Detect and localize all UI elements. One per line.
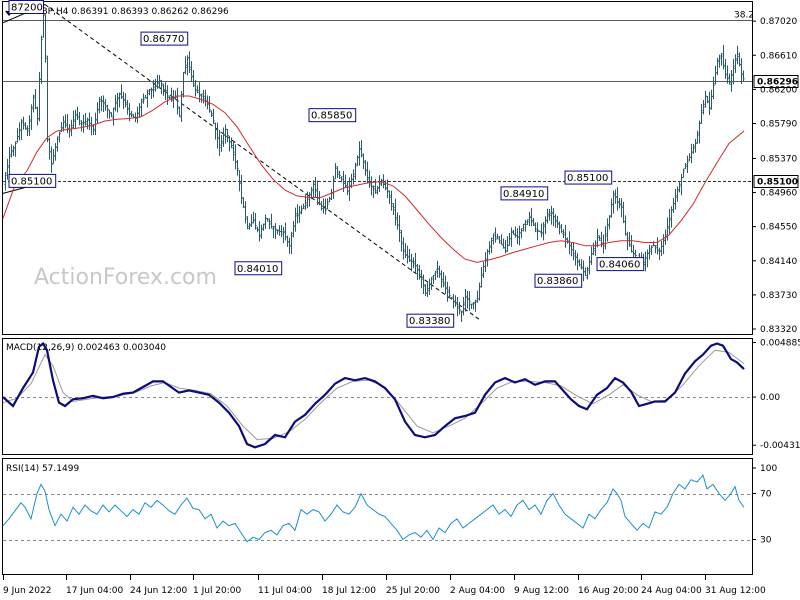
macd-panel-title: MACD(12,26,9) 0.002463 0.003040 — [6, 343, 166, 353]
price-annotation-label: 0.85100 — [11, 176, 52, 187]
moving-average-line — [2, 95, 745, 263]
x-tick-label: 1 Jul 20:00 — [193, 586, 242, 596]
price-level-badge — [753, 175, 799, 188]
price-annotation-label: 0.83860 — [537, 276, 578, 287]
macd-panel-frame — [2, 338, 753, 455]
x-tick-label: 24 Aug 04:00 — [641, 586, 702, 596]
price-annotation-label: 0.84010 — [237, 264, 278, 275]
x-tick-label: 2 Aug 04:00 — [450, 586, 505, 596]
trendline — [44, 4, 482, 322]
price-panel-frame — [2, 1, 753, 335]
price-tick-label: 0.86610 — [760, 51, 797, 61]
rsi-tick-label: 30 — [760, 536, 772, 546]
price-tick-label: 0.84140 — [760, 257, 797, 267]
price-tick-label: 0.83320 — [760, 325, 797, 335]
price-tick-label: 0.87020 — [760, 17, 797, 27]
price-annotation-label: 0.86770 — [143, 34, 184, 45]
price-annotation-box — [308, 108, 357, 123]
price-level-label: 0.86296 — [757, 78, 798, 88]
fib-level-label: 38.2 — [734, 11, 754, 21]
rsi-tick-label: 100 — [760, 464, 777, 474]
watermark: ActionForex.com — [34, 265, 217, 290]
price-annotation-box — [234, 261, 283, 276]
rsi-tick-label: 70 — [760, 490, 772, 500]
rsi-line — [2, 474, 745, 543]
price-annotation-box — [406, 313, 455, 328]
price-annotation-box — [140, 31, 189, 46]
macd-tick-label: 0.00 — [760, 393, 780, 403]
price-annotation-label: 0.85100 — [567, 173, 608, 184]
x-tick-label: 25 Jul 20:00 — [386, 586, 440, 596]
price-panel-title: EURGBP,H4 0.86391 0.86393 0.86262 0.8629… — [16, 7, 229, 17]
price-tick-label: 0.85370 — [760, 154, 797, 164]
macd-line — [2, 341, 745, 449]
price-annotation-box — [534, 273, 583, 288]
price-annotation-box — [596, 257, 645, 272]
price-tick-label: 0.84550 — [760, 223, 797, 233]
price-level-badge — [753, 75, 799, 88]
price-annotation-box — [564, 170, 613, 185]
price-annotation-label: 0.85850 — [311, 111, 352, 122]
rsi-panel-title: RSI(14) 57.1499 — [6, 464, 79, 474]
x-tick-label: 9 Jun 2022 — [3, 586, 51, 596]
price-tick-label: 0.86200 — [760, 85, 797, 95]
macd-tick-label: 0.004885 — [760, 339, 800, 349]
x-tick-label: 18 Jul 12:00 — [322, 586, 376, 596]
x-tick-label: 11 Jul 04:00 — [258, 586, 312, 596]
price-level-label: 0.85100 — [757, 178, 798, 188]
x-tick-label: 31 Aug 12:00 — [705, 586, 766, 596]
x-tick-label: 16 Aug 20:00 — [578, 586, 639, 596]
price-annotation-label: 0.83380 — [409, 316, 450, 327]
macd-tick-label: -0.004315 — [760, 441, 800, 451]
price-tick-label: 0.85790 — [760, 119, 797, 129]
price-annotation-label: 0.84060 — [599, 260, 640, 271]
price-tick-label: 0.84960 — [760, 189, 797, 199]
price-annotation-label: 0.84910 — [503, 189, 544, 200]
price-annotation-box — [8, 173, 57, 188]
x-tick-label: 9 Aug 12:00 — [514, 586, 569, 596]
rsi-panel-frame — [2, 458, 753, 575]
x-tick-label: 24 Jun 12:00 — [130, 586, 187, 596]
price-annotation-box — [500, 186, 549, 201]
price-annotation-label: 87200 — [11, 2, 43, 13]
x-tick-label: 17 Jun 04:00 — [66, 586, 123, 596]
price-tick-label: 0.83730 — [760, 291, 797, 301]
price-annotation-box — [8, 0, 44, 14]
